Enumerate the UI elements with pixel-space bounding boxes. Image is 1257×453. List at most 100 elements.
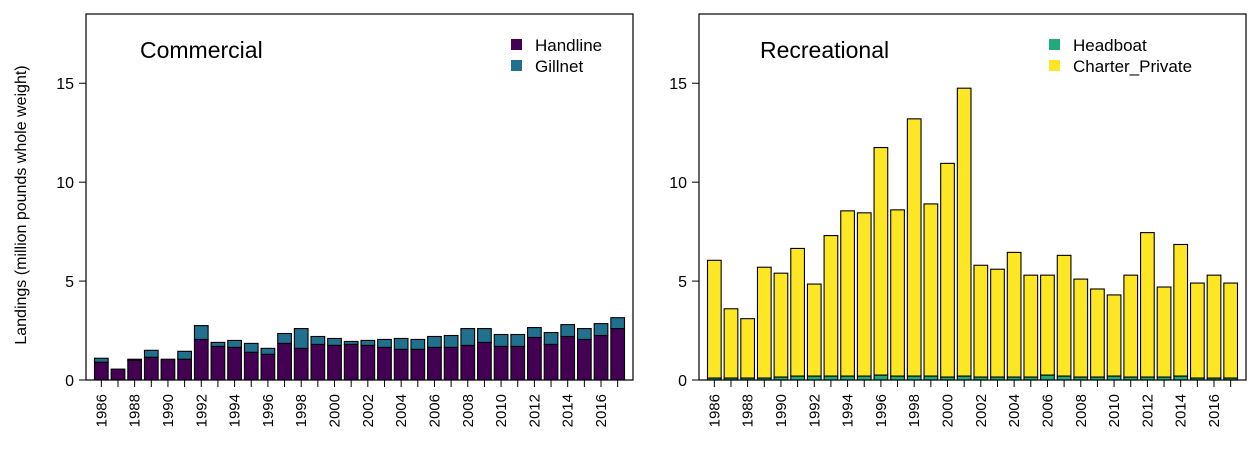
commercial-legend-label-handline: Handline bbox=[535, 36, 602, 55]
commercial-x-tick-label: 1998 bbox=[293, 394, 310, 427]
commercial-bar-handline-2002 bbox=[360, 344, 376, 381]
commercial-bar-handline-2008 bbox=[460, 344, 476, 381]
recreational-x-tick-label: 1986 bbox=[706, 394, 723, 427]
recreational-bar-charter-private-1994 bbox=[840, 210, 855, 377]
recreational-bar-charter-private-1990 bbox=[773, 272, 789, 378]
recreational-x-tick-label: 2012 bbox=[1139, 394, 1156, 427]
commercial-bar-gillnet-2005 bbox=[410, 338, 426, 350]
commercial-bar-gillnet-2017 bbox=[610, 317, 626, 330]
recreational-bar-charter-private-2002 bbox=[973, 264, 989, 378]
commercial-bar-handline-1992 bbox=[193, 338, 209, 381]
commercial-bar-gillnet-1995 bbox=[243, 342, 259, 353]
commercial-bar-gillnet-1999 bbox=[310, 335, 326, 345]
commercial-bar-handline-2013 bbox=[543, 343, 559, 381]
commercial-bar-handline-1997 bbox=[277, 342, 292, 381]
commercial-bar-handline-1999 bbox=[310, 343, 326, 381]
recreational-bar-charter-private-2004 bbox=[1006, 251, 1022, 378]
recreational-x-tick-label: 2008 bbox=[1073, 394, 1090, 427]
commercial-bar-handline-1989 bbox=[143, 356, 159, 381]
recreational-legend-label-headboat: Headboat bbox=[1073, 36, 1147, 55]
recreational-x-tick-label: 1998 bbox=[906, 394, 923, 427]
commercial-x-tick-label: 2014 bbox=[560, 394, 577, 427]
recreational-title: Recreational bbox=[760, 37, 889, 63]
recreational-bar-charter-private-1991 bbox=[790, 247, 805, 377]
commercial-panel: 0 5 10 15 1986 1988 1990 1992 1994 1996 1998 2000 20… bbox=[56, 13, 634, 427]
recreational-bar-charter-private-1995 bbox=[856, 212, 872, 377]
recreational-bar-charter-private-1993 bbox=[823, 235, 839, 377]
commercial-bar-handline-2011 bbox=[510, 345, 526, 381]
recreational-y-tick-label: 10 bbox=[669, 175, 687, 192]
commercial-bar-gillnet-1998 bbox=[293, 328, 309, 349]
commercial-bar-handline-1987 bbox=[110, 368, 126, 381]
commercial-bar-handline-1995 bbox=[243, 351, 259, 381]
commercial-bar-handline-2006 bbox=[427, 346, 442, 381]
commercial-bar-handline-2010 bbox=[493, 345, 509, 381]
commercial-bar-handline-1991 bbox=[177, 358, 192, 381]
commercial-x-tick-label: 2004 bbox=[393, 394, 410, 427]
recreational-bar-charter-private-2010 bbox=[1106, 294, 1122, 377]
commercial-bar-gillnet-2003 bbox=[377, 338, 392, 348]
commercial-x-tick-label: 1988 bbox=[127, 394, 144, 427]
commercial-x-tick-label: 1994 bbox=[227, 394, 244, 427]
recreational-bar-charter-private-2000 bbox=[940, 162, 955, 378]
commercial-bar-handline-1993 bbox=[210, 345, 226, 381]
commercial-bar-gillnet-1994 bbox=[227, 339, 242, 348]
commercial-bar-gillnet-2015 bbox=[576, 328, 592, 340]
commercial-x-tick-label: 2008 bbox=[460, 394, 477, 427]
commercial-x-tick-label: 2002 bbox=[360, 394, 377, 427]
commercial-x-tick-label: 2010 bbox=[493, 394, 510, 427]
commercial-title: Commercial bbox=[140, 37, 263, 63]
commercial-bar-gillnet-1997 bbox=[277, 332, 292, 344]
commercial-bar-gillnet-2000 bbox=[327, 337, 342, 346]
recreational-x-tick-label: 2000 bbox=[940, 394, 957, 427]
commercial-bar-handline-2004 bbox=[393, 348, 409, 381]
commercial-bar-gillnet-2014 bbox=[560, 324, 576, 338]
commercial-bar-gillnet-2009 bbox=[477, 328, 492, 343]
commercial-x-tick-label: 1986 bbox=[93, 394, 110, 427]
recreational-bar-charter-private-2009 bbox=[1090, 288, 1105, 378]
commercial-bar-handline-2000 bbox=[327, 344, 342, 381]
commercial-y-tick-label: 5 bbox=[65, 274, 74, 291]
commercial-x-tick-label: 2000 bbox=[327, 394, 344, 427]
commercial-x-tick-label: 2012 bbox=[526, 394, 543, 427]
recreational-x-tick-label: 1992 bbox=[806, 394, 823, 427]
recreational-x-tick-label: 1990 bbox=[773, 394, 790, 427]
commercial-bar-handline-2001 bbox=[343, 343, 359, 381]
commercial-x-tick-label: 2006 bbox=[426, 394, 443, 427]
commercial-bar-gillnet-2010 bbox=[493, 333, 509, 347]
recreational-bar-headboat-2006 bbox=[1040, 374, 1055, 381]
recreational-bar-charter-private-1986 bbox=[706, 259, 722, 379]
recreational-y-tick-label: 0 bbox=[678, 373, 687, 390]
commercial-bar-gillnet-2008 bbox=[460, 328, 476, 346]
recreational-legend-swatch-charter-private bbox=[1049, 60, 1060, 71]
recreational-bar-charter-private-1987 bbox=[723, 308, 739, 379]
commercial-bar-gillnet-2004 bbox=[393, 337, 409, 350]
recreational-y-tick-label: 15 bbox=[669, 76, 687, 93]
commercial-bar-gillnet-1996 bbox=[260, 347, 276, 355]
commercial-y-tick-label: 15 bbox=[56, 76, 74, 93]
recreational-bar-charter-private-1996 bbox=[873, 146, 889, 376]
recreational-x-tick-label: 2014 bbox=[1173, 394, 1190, 427]
recreational-bar-charter-private-1992 bbox=[806, 283, 822, 377]
recreational-bar-charter-private-1988 bbox=[740, 318, 756, 379]
commercial-bar-handline-2017 bbox=[610, 328, 626, 381]
recreational-bar-charter-private-2015 bbox=[1189, 282, 1205, 379]
commercial-x-tick-label: 1996 bbox=[260, 394, 277, 427]
commercial-bar-gillnet-1986 bbox=[93, 357, 109, 363]
recreational-bar-charter-private-2006 bbox=[1040, 274, 1055, 376]
recreational-bar-charter-private-1998 bbox=[906, 118, 922, 377]
commercial-bar-gillnet-1992 bbox=[193, 325, 209, 340]
recreational-plot-frame bbox=[698, 13, 1247, 381]
recreational-bar-charter-private-2011 bbox=[1123, 274, 1139, 378]
recreational-x-tick-label: 1994 bbox=[840, 394, 857, 427]
recreational-bar-charter-private-2001 bbox=[956, 87, 972, 377]
recreational-panel: 0 5 10 15 1986 1988 1990 1992 1994 1996 1998 2000 20… bbox=[669, 13, 1247, 427]
recreational-bar-charter-private-1999 bbox=[923, 203, 939, 377]
commercial-bar-gillnet-2013 bbox=[543, 331, 559, 345]
commercial-bar-handline-1990 bbox=[160, 358, 176, 381]
commercial-bar-handline-1998 bbox=[293, 347, 309, 381]
commercial-plot-frame bbox=[85, 13, 634, 381]
recreational-x-tick-label: 2016 bbox=[1206, 394, 1223, 427]
commercial-bar-handline-2003 bbox=[377, 346, 392, 381]
commercial-bar-handline-2005 bbox=[410, 348, 426, 381]
